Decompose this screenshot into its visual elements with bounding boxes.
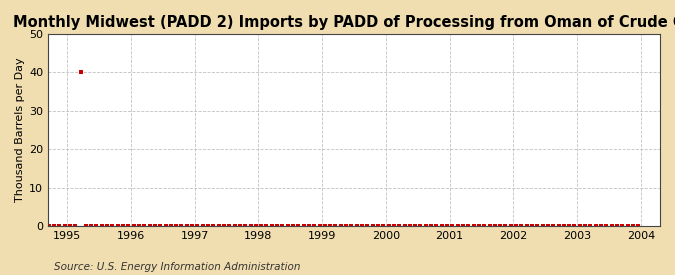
Text: Source: U.S. Energy Information Administration: Source: U.S. Energy Information Administ… [54, 262, 300, 272]
Title: Monthly Midwest (PADD 2) Imports by PADD of Processing from Oman of Crude Oil: Monthly Midwest (PADD 2) Imports by PADD… [13, 15, 675, 30]
Y-axis label: Thousand Barrels per Day: Thousand Barrels per Day [15, 57, 25, 202]
